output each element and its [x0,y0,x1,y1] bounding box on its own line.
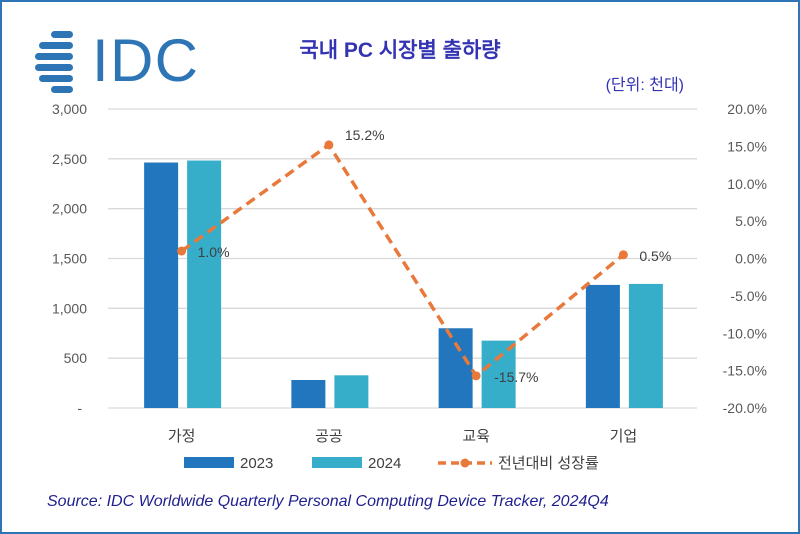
logo-stripe [39,42,73,49]
bar-2023 [585,284,620,408]
growth-point [177,246,187,256]
logo-stripe [51,86,73,93]
bar-2024 [481,340,516,408]
right-tick-label: 0.0% [735,251,767,267]
right-tick-label: -10.0% [723,325,767,341]
bar-2023 [438,328,473,408]
left-tick-label: 1,000 [52,300,87,316]
chart-title: 국내 PC 시장별 출하량 [299,39,500,62]
bar-2024 [628,283,663,408]
logo-stripe [51,31,73,38]
category-label: 기업 [610,428,638,445]
bar-2023 [144,162,179,408]
right-tick-label: -20.0% [723,400,767,416]
left-tick-label: 2,500 [52,151,87,167]
logo-text: IDC [92,27,198,94]
category-label: 공공 [315,428,343,445]
logo-stripe [39,75,73,82]
growth-point [471,371,481,381]
source-note: Source: IDC Worldwide Quarterly Personal… [47,493,609,510]
growth-line [180,142,625,379]
growth-data-label: 0.5% [639,248,671,264]
idc-logo: IDC [35,27,198,94]
left-tick-label: 500 [64,350,88,366]
bar-2023 [291,379,326,408]
right-tick-label: 5.0% [735,213,767,229]
legend-label-2024: 2024 [368,455,401,472]
category-label: 교육 [462,428,490,445]
growth-data-label: 1.0% [198,244,230,260]
bar-2024 [334,375,369,408]
growth-point [324,140,334,150]
left-tick-label: - [77,400,82,416]
bar-2024 [187,160,222,408]
growth-data-label: 15.2% [345,127,385,143]
right-tick-label: -5.0% [730,288,767,304]
category-label: 가정 [168,428,196,445]
left-tick-label: 3,000 [52,101,87,117]
growth-data-label: -15.7% [494,369,538,385]
logo-stripe [35,53,73,60]
legend-label-growth: 전년대비 성장률 [498,455,599,472]
left-tick-label: 1,500 [52,251,87,267]
legend-label-2023: 2023 [240,455,273,472]
left-tick-label: 2,000 [52,201,87,217]
right-tick-label: -15.0% [723,363,767,379]
growth-point [618,250,628,260]
right-tick-label: 10.0% [727,176,767,192]
legend-marker-growth [460,458,470,468]
legend-swatch-2023 [184,457,234,468]
unit-note: (단위: 천대) [606,76,684,94]
right-tick-label: 15.0% [727,138,767,154]
logo-stripe [35,64,73,71]
right-tick-label: 20.0% [727,101,767,117]
legend-swatch-2024 [312,457,362,468]
